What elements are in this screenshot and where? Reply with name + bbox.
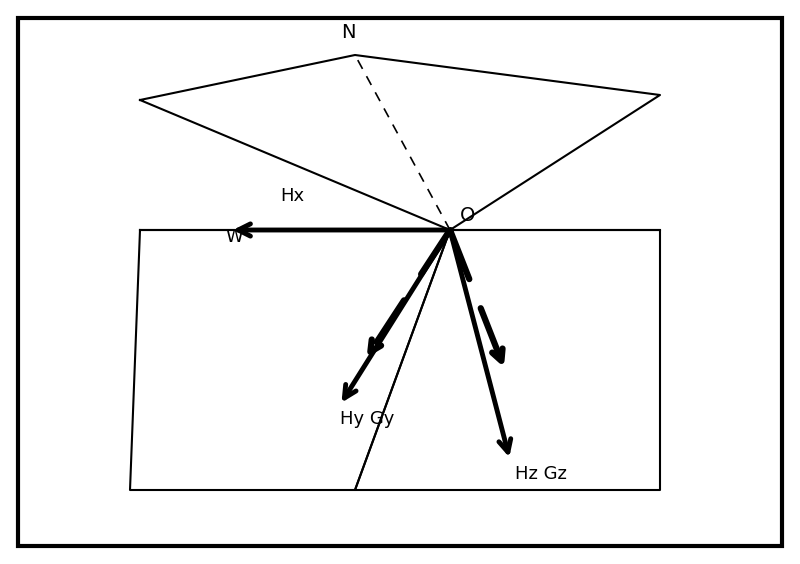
Text: O: O <box>460 206 475 225</box>
Text: Hx: Hx <box>280 187 304 205</box>
Text: N: N <box>341 23 355 42</box>
Text: Hz Gz: Hz Gz <box>515 465 567 483</box>
Text: W: W <box>225 228 242 246</box>
Text: Hy Gy: Hy Gy <box>340 410 394 428</box>
